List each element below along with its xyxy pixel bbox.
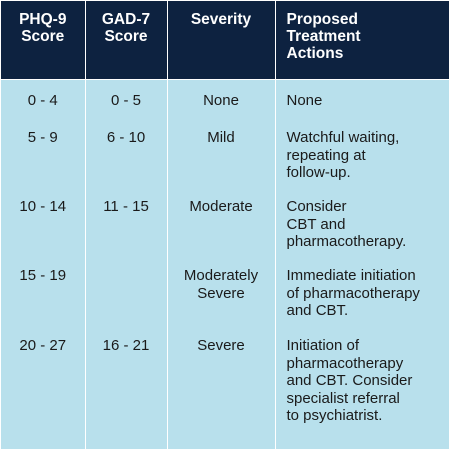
treatment-action-cell: Consider CBT and pharmacotherapy. — [274, 194, 449, 263]
gad7-score-cell — [84, 263, 167, 333]
phq9-score-cell: 0 - 4 — [1, 78, 85, 125]
gad7-score-cell: 11 - 15 — [84, 194, 167, 263]
gad7-score-cell: 6 - 10 — [84, 125, 167, 194]
treatment-action-cell: None — [274, 78, 449, 125]
treatment-action-cell: Immediate initiation of pharmacotherapy … — [274, 263, 449, 333]
table-row: 20 - 27 16 - 21 Severe Initiation of pha… — [1, 333, 449, 449]
severity-cell: Moderate — [166, 194, 275, 263]
phq9-score-cell: 15 - 19 — [19, 267, 67, 284]
treatment-action-cell: Initiation of pharmacotherapy and CBT. C… — [274, 333, 449, 449]
header-gad7-score: GAD-7 Score — [84, 1, 167, 79]
header-proposed-treatment-actions: Proposed Treatment Actions — [274, 1, 449, 79]
table-row: 5 - 9 6 - 10 Mild Watchful waiting, repe… — [1, 125, 449, 194]
phq9-score-cell: 20 - 27 — [19, 337, 67, 354]
phq9-score-cell: 5 - 9 — [27, 129, 58, 146]
phq9-score-cell: 10 - 14 — [19, 198, 67, 215]
table-header-row: PHQ-9 Score GAD-7 Score Severity Propose… — [1, 1, 449, 79]
severity-cell: Moderately Severe — [166, 263, 275, 333]
table-row: 0 - 4 0 - 5 None None — [1, 78, 449, 125]
header-phq9-score: PHQ-9 Score — [1, 1, 85, 79]
severity-cell: Severe — [166, 333, 275, 449]
table-row: 15 - 19 Moderately Severe Immediate init… — [1, 263, 449, 333]
severity-cell: Mild — [166, 125, 275, 194]
treatment-action-cell: Watchful waiting, repeating at follow-up… — [274, 125, 449, 194]
table-row: 10 - 14 11 - 15 Moderate Consider CBT an… — [1, 194, 449, 263]
gad7-score-cell: 16 - 21 — [84, 333, 167, 449]
header-severity: Severity — [166, 1, 275, 79]
gad7-score-cell: 0 - 5 — [84, 78, 167, 125]
severity-cell: None — [166, 78, 275, 125]
